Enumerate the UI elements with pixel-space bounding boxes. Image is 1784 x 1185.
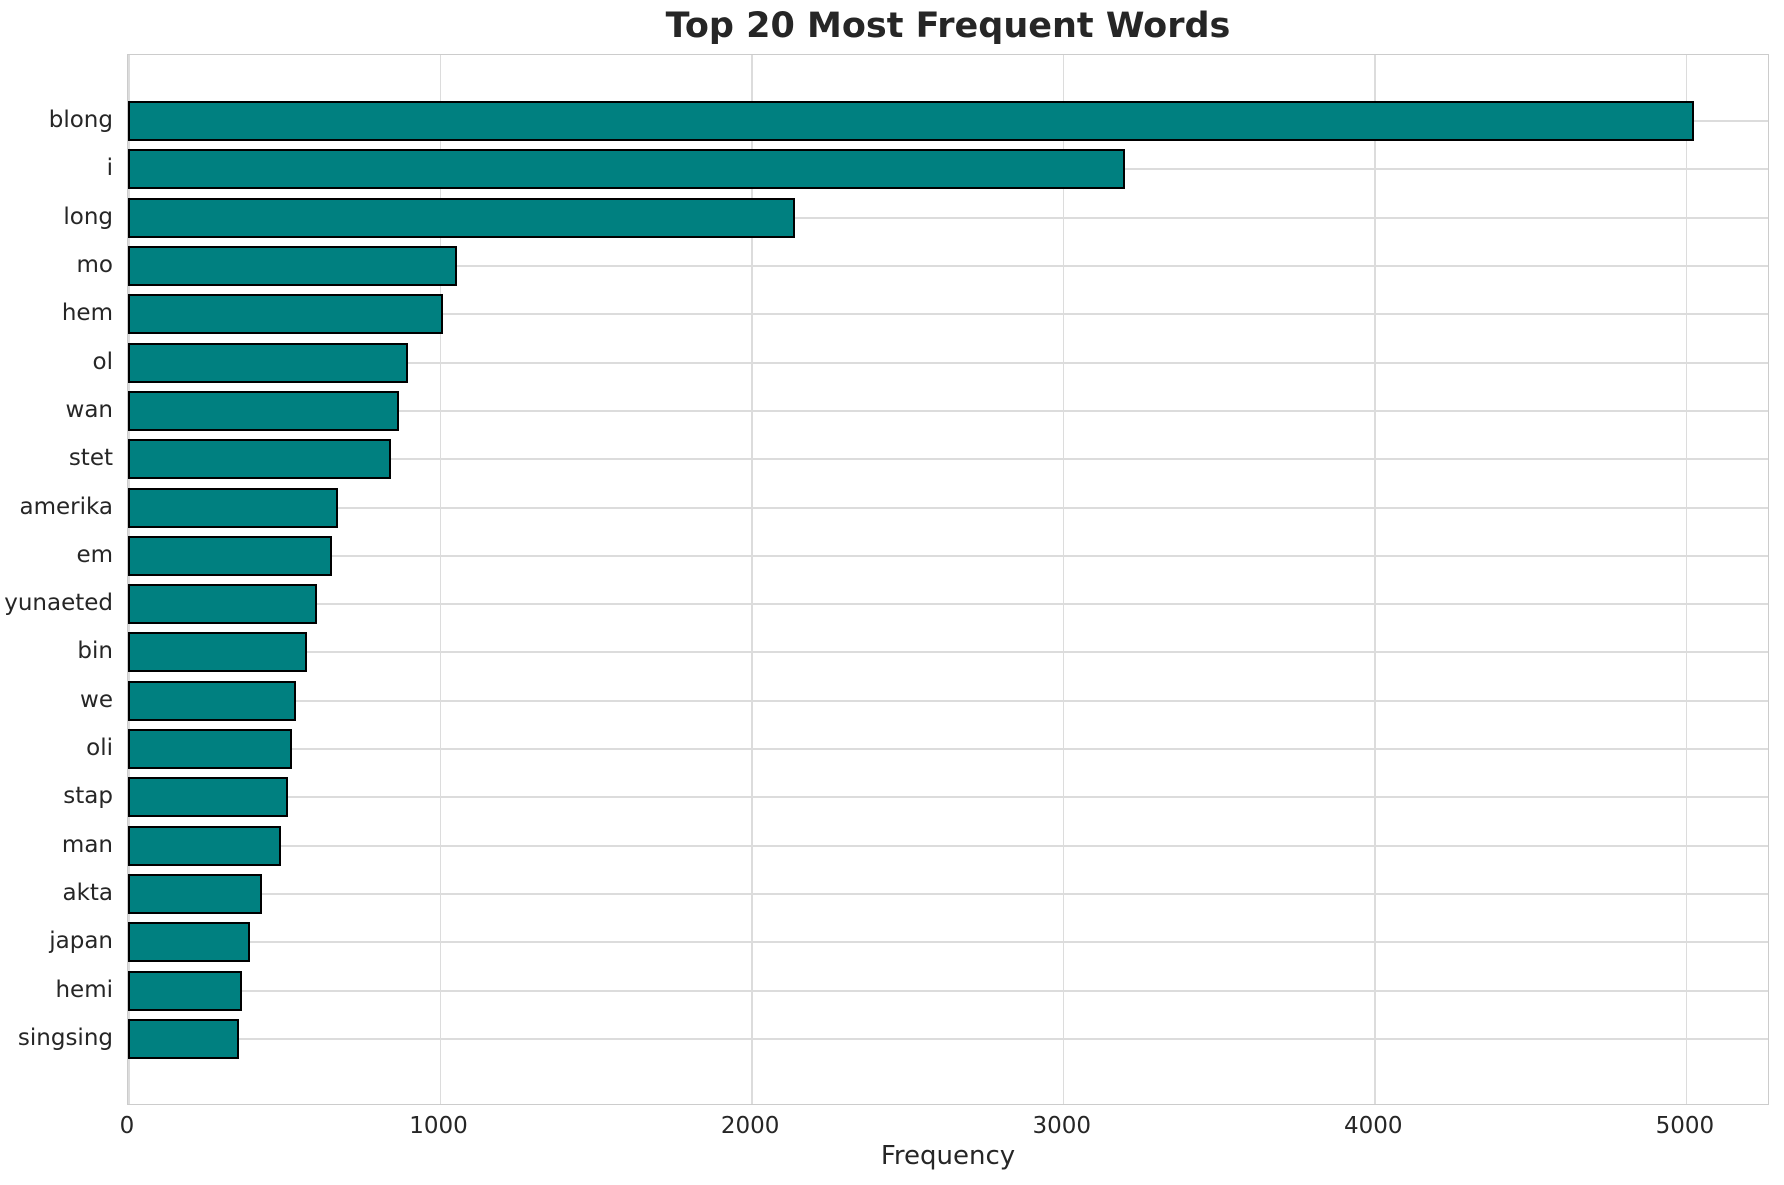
- x-axis-label: Frequency: [880, 1141, 1016, 1171]
- horizontal-gridline: [128, 989, 1768, 992]
- y-tick-label-blong: blong: [48, 107, 113, 134]
- bar-stet: [128, 439, 392, 480]
- y-tick-label-ol: ol: [92, 348, 113, 375]
- horizontal-gridline: [128, 892, 1768, 895]
- horizontal-gridline: [128, 458, 1768, 461]
- y-tick-label-oli: oli: [86, 735, 113, 762]
- horizontal-gridline: [128, 796, 1768, 799]
- chart-title: Top 20 Most Frequent Words: [665, 6, 1231, 46]
- horizontal-gridline: [128, 1037, 1768, 1040]
- x-tick-label-3000: 3000: [1032, 1113, 1091, 1139]
- vertical-gridline: [1685, 55, 1688, 1104]
- horizontal-gridline: [128, 554, 1768, 557]
- horizontal-gridline: [128, 941, 1768, 944]
- bar-japan: [128, 922, 250, 963]
- vertical-gridline: [1062, 55, 1065, 1104]
- horizontal-gridline: [128, 844, 1768, 847]
- x-tick-label-4000: 4000: [1344, 1113, 1403, 1139]
- vertical-gridline: [751, 55, 753, 1104]
- x-tick-label-2000: 2000: [720, 1113, 780, 1139]
- horizontal-gridline: [128, 748, 1768, 751]
- horizontal-gridline: [128, 409, 1768, 412]
- y-tick-label-amerika: amerika: [19, 493, 113, 520]
- y-tick-label-bin: bin: [77, 638, 113, 665]
- bar-singsing: [128, 1018, 239, 1059]
- bar-oli: [128, 729, 293, 770]
- bar-i: [128, 149, 1126, 190]
- horizontal-gridline: [128, 313, 1768, 316]
- y-tick-label-long: long: [63, 203, 113, 230]
- bar-amerika: [128, 487, 339, 528]
- horizontal-gridline: [128, 361, 1768, 364]
- y-tick-label-we: we: [80, 686, 113, 713]
- bar-em: [128, 535, 333, 576]
- bar-yunaeted: [128, 584, 317, 625]
- y-tick-label-wan: wan: [65, 396, 113, 423]
- y-tick-label-yunaeted: yunaeted: [4, 590, 113, 617]
- bar-mo: [128, 246, 457, 287]
- y-tick-label-hemi: hemi: [55, 976, 113, 1003]
- plot-area: [127, 54, 1769, 1105]
- y-tick-label-man: man: [61, 831, 113, 858]
- bar-blong: [128, 101, 1694, 142]
- x-tick-label-5000: 5000: [1655, 1113, 1715, 1139]
- horizontal-gridline: [128, 603, 1768, 606]
- horizontal-gridline: [128, 651, 1768, 654]
- y-tick-label-mo: mo: [76, 252, 113, 279]
- x-tick-label-1000: 1000: [409, 1113, 468, 1139]
- y-tick-label-em: em: [76, 541, 113, 568]
- bar-man: [128, 825, 281, 866]
- horizontal-gridline: [128, 506, 1768, 509]
- x-tick-label-0: 0: [119, 1113, 135, 1139]
- bar-bin: [128, 632, 308, 673]
- bar-hem: [128, 294, 443, 335]
- y-tick-label-i: i: [106, 155, 113, 182]
- bar-long: [128, 197, 795, 238]
- y-tick-label-stet: stet: [68, 445, 113, 472]
- y-tick-label-japan: japan: [49, 928, 113, 955]
- bar-we: [128, 680, 297, 721]
- y-tick-label-akta: akta: [62, 879, 113, 906]
- bar-ol: [128, 342, 409, 383]
- bar-wan: [128, 390, 400, 431]
- horizontal-gridline: [128, 265, 1768, 268]
- bar-stap: [128, 777, 289, 818]
- bar-hemi: [128, 970, 242, 1011]
- vertical-gridline: [128, 55, 130, 1104]
- bar-akta: [128, 873, 262, 914]
- y-tick-label-stap: stap: [63, 783, 113, 810]
- horizontal-gridline: [128, 699, 1768, 702]
- vertical-gridline: [1374, 55, 1376, 1104]
- horizontal-gridline: [128, 216, 1768, 219]
- y-tick-label-hem: hem: [61, 300, 113, 327]
- vertical-gridline: [439, 55, 442, 1104]
- y-tick-label-singsing: singsing: [17, 1024, 113, 1051]
